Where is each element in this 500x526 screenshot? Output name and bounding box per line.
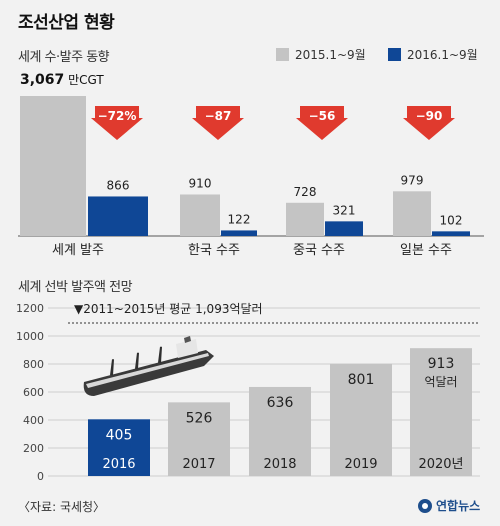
legend-swatch-2016 bbox=[388, 48, 401, 61]
ship-deck-stripe bbox=[86, 353, 209, 388]
outlook-year-2: 2018 bbox=[263, 457, 296, 472]
outlook-year-1: 2017 bbox=[182, 457, 215, 472]
bar-2015-2 bbox=[286, 202, 324, 236]
ytick-label-1: 200 bbox=[23, 442, 44, 455]
outlook-bar-1 bbox=[168, 402, 230, 476]
ship-mast-2 bbox=[158, 346, 162, 363]
legend-label-2015: 2015.1~9월 bbox=[295, 48, 366, 62]
value-label-2016-3: 102 bbox=[440, 213, 463, 227]
bar-2016-0 bbox=[88, 196, 148, 236]
outlook-value-4: 913 bbox=[428, 356, 455, 372]
outlook-value-0: 405 bbox=[106, 427, 133, 443]
value-label-2015-1: 910 bbox=[189, 176, 212, 190]
value-label-2016-1: 122 bbox=[228, 212, 251, 226]
change-label-2: −56 bbox=[309, 109, 336, 123]
ytick-label-2: 400 bbox=[23, 414, 44, 427]
outlook-bar-3 bbox=[330, 363, 392, 476]
change-label-3: −90 bbox=[416, 109, 443, 123]
change-label-0: −72% bbox=[98, 109, 137, 123]
down-arrow-icon-2 bbox=[296, 106, 348, 140]
legend-2016: 2016.1~9월 bbox=[388, 46, 478, 63]
chart1-svg: 3,067 만CGT 866 세계 발주 −72% 910 122 한국 수주 −87 728 3… bbox=[18, 72, 484, 258]
chart2-subtitle: 세계 선박 발주액 전망 bbox=[18, 280, 133, 295]
outlook-year-3: 2019 bbox=[344, 457, 377, 472]
ytick-label-0: 0 bbox=[37, 470, 44, 483]
value-label-2015-2: 728 bbox=[294, 185, 317, 199]
change-label-1: −87 bbox=[205, 109, 232, 123]
value-label-2015-0: 3,067 만CGT bbox=[20, 72, 104, 88]
news-logo: 연합뉴스 bbox=[418, 497, 480, 514]
outlook-value-2: 636 bbox=[267, 395, 294, 411]
bar-2015-0 bbox=[20, 96, 86, 236]
legend-label-2016: 2016.1~9월 bbox=[407, 48, 478, 62]
outlook-bar-2 bbox=[249, 386, 311, 476]
ship-mast-1 bbox=[135, 352, 139, 369]
down-arrow-icon-1 bbox=[192, 106, 244, 140]
ytick-label-5: 1000 bbox=[16, 330, 44, 343]
chart2-svg: 0 200 400 600 800 1000 1200 ▼2011~2015년 평균 1,09… bbox=[16, 302, 480, 483]
reference-label: ▼2011~2015년 평균 1,093억달러 bbox=[74, 302, 263, 316]
logo-mark-icon bbox=[418, 498, 432, 513]
bar-2016-3 bbox=[432, 231, 470, 236]
outlook-year-4: 2020년 bbox=[418, 457, 463, 472]
legend-2015: 2015.1~9월 bbox=[276, 46, 366, 63]
outlook-bar-4 bbox=[410, 348, 472, 476]
category-label-2: 중국 수주 bbox=[293, 243, 345, 258]
category-label-1: 한국 수주 bbox=[188, 243, 240, 258]
ytick-label-6: 1200 bbox=[16, 302, 44, 315]
source-note: 〈자료: 국세청〉 bbox=[18, 500, 106, 514]
down-arrow-icon-0 bbox=[91, 106, 143, 140]
category-label-0: 세계 발주 bbox=[52, 243, 104, 258]
ship-icon bbox=[83, 336, 214, 396]
outlook-value-1: 526 bbox=[186, 410, 213, 426]
unit-note: 억달러 bbox=[424, 375, 457, 389]
bar-2016-2 bbox=[325, 221, 363, 236]
chart1-subtitle: 세계 수·발주 동향 bbox=[18, 50, 110, 65]
ship-funnel bbox=[184, 336, 191, 343]
ship-bridge bbox=[176, 339, 198, 358]
bar-2015-1 bbox=[180, 194, 220, 236]
ytick-label-3: 600 bbox=[23, 386, 44, 399]
logo-text: 연합뉴스 bbox=[436, 499, 481, 513]
outlook-value-3: 801 bbox=[348, 372, 375, 388]
bar-2015-3 bbox=[393, 191, 431, 236]
outlook-bar-0 bbox=[88, 419, 150, 476]
legend-swatch-2015 bbox=[276, 48, 289, 61]
page-title: 조선산업 현황 bbox=[18, 13, 115, 33]
ship-mast-0 bbox=[110, 359, 114, 376]
ytick-label-4: 800 bbox=[23, 358, 44, 371]
bar-2016-1 bbox=[221, 230, 257, 236]
category-label-3: 일본 수주 bbox=[400, 243, 452, 258]
outlook-year-0: 2016 bbox=[102, 457, 135, 472]
value-label-2015-3: 979 bbox=[401, 173, 424, 187]
down-arrow-icon-3 bbox=[403, 106, 455, 140]
value-label-2016-2: 321 bbox=[333, 203, 356, 217]
value-label-2016-0: 866 bbox=[107, 178, 130, 192]
